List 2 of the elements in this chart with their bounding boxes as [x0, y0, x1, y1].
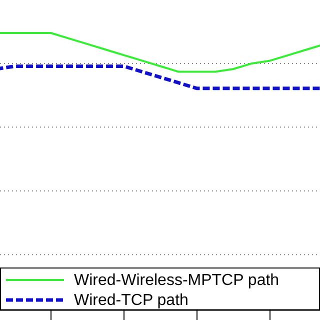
legend-label: Wired-Wireless-MPTCP path	[74, 272, 280, 289]
legend-label: Wired-TCP path	[74, 292, 188, 309]
